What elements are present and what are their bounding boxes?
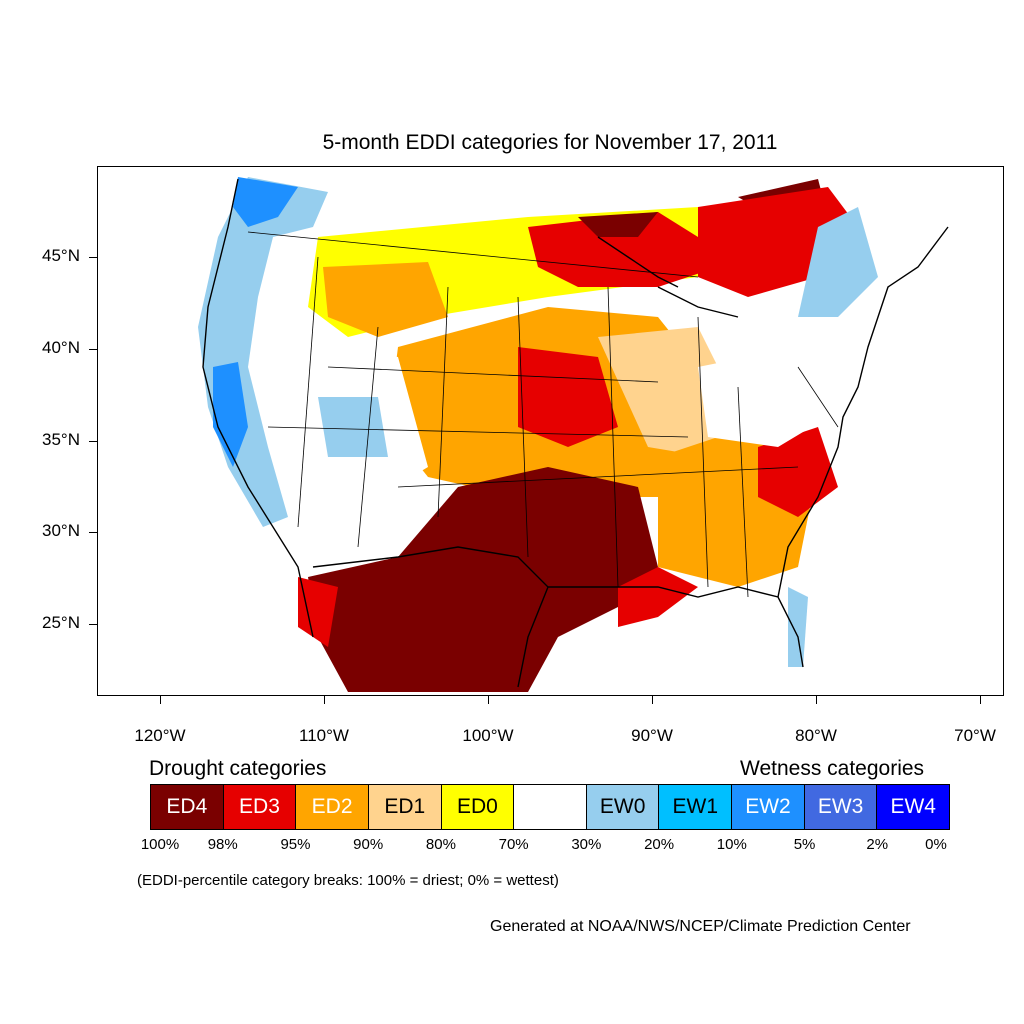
lat-tick (89, 349, 97, 350)
percentile-label: 100% (140, 836, 180, 853)
category-note: (EDDI-percentile category breaks: 100% =… (137, 872, 559, 889)
lat-label-40: 40°N (42, 338, 80, 357)
lon-tick (160, 696, 161, 704)
lon-tick (816, 696, 817, 704)
legend-box-ew2: EW2 (732, 785, 805, 829)
region-texas-ed4 (308, 467, 658, 692)
legend-box-ew1: EW1 (659, 785, 733, 829)
lon-label-100: 100°W (462, 726, 514, 745)
region-kansas-ed3 (518, 347, 618, 447)
percentile-label: 5% (793, 836, 816, 853)
lon-label-80: 80°W (795, 726, 837, 745)
lat-label-35: 35°N (42, 430, 80, 449)
lon-label-90: 90°W (631, 726, 673, 745)
region-colorado-light-blue (318, 397, 388, 457)
legend-box-ed2: ED2 (296, 785, 369, 829)
lat-tick (89, 257, 97, 258)
map-canvas (198, 177, 949, 692)
percentile-label: 90% (353, 836, 384, 853)
lat-label-25: 25°N (42, 613, 80, 632)
lat-tick (89, 624, 97, 625)
region-pacific-wet-core (213, 362, 248, 467)
lon-tick (652, 696, 653, 704)
region-montana-ed2 (323, 262, 448, 337)
region-carolinas-ed3 (758, 427, 838, 517)
lat-tick (89, 441, 97, 442)
coastlines (202, 178, 949, 688)
lat-tick (89, 532, 97, 533)
legend-box-ew4: EW4 (877, 785, 950, 829)
legend-box-ed0: ED0 (441, 785, 515, 829)
region-mexico-ed3 (298, 577, 338, 647)
percentile-label: 80% (425, 836, 456, 853)
lon-tick (488, 696, 489, 704)
lon-label-70: 70°W (954, 726, 996, 745)
credit-line: Generated at NOAA/NWS/NCEP/Climate Predi… (490, 918, 911, 935)
percentile-label: 10% (716, 836, 747, 853)
lat-label-45: 45°N (42, 246, 80, 265)
legend-box-ed4: ED4 (151, 785, 224, 829)
legend-box-ew3: EW3 (804, 785, 878, 829)
region-northeast-light (798, 207, 878, 317)
category-legend: ED4 ED3 ED2 ED1 ED0 EW0 EW1 EW2 EW3 EW4 (150, 784, 950, 830)
legend-box-ed1: ED1 (368, 785, 442, 829)
lon-label-110: 110°W (299, 726, 349, 745)
region-great-lakes-ed3 (528, 212, 718, 287)
region-florida-wet (788, 587, 808, 667)
wetness-heading: Wetness categories (740, 757, 925, 780)
percentile-label: 20% (644, 836, 675, 853)
lat-label-30: 30°N (42, 521, 80, 540)
lon-label-120: 120°W (134, 726, 186, 745)
percentile-label: 98% (207, 836, 238, 853)
percentile-label: 30% (571, 836, 602, 853)
region-central-plains-ed1 (598, 327, 738, 457)
lon-tick (980, 696, 981, 704)
percentile-label: 0% (925, 836, 947, 853)
percentile-label: 95% (280, 836, 311, 853)
eddi-map (97, 166, 1004, 696)
region-ohio-valley-white (698, 347, 828, 447)
legend-box-ew0: EW0 (586, 785, 660, 829)
region-gulf-ed3 (618, 567, 698, 627)
legend-box-ed3: ED3 (223, 785, 297, 829)
region-washington-wet (233, 177, 298, 227)
drought-heading: Drought categories (149, 757, 327, 780)
legend-box-neutral (514, 785, 587, 829)
percentile-label: 70% (498, 836, 529, 853)
region-ontario-ed4 (578, 212, 658, 237)
percentile-label: 2% (866, 836, 889, 853)
state-borders (247, 231, 839, 598)
map-title: 5-month EDDI categories for November 17,… (322, 131, 778, 154)
lon-tick (324, 696, 325, 704)
